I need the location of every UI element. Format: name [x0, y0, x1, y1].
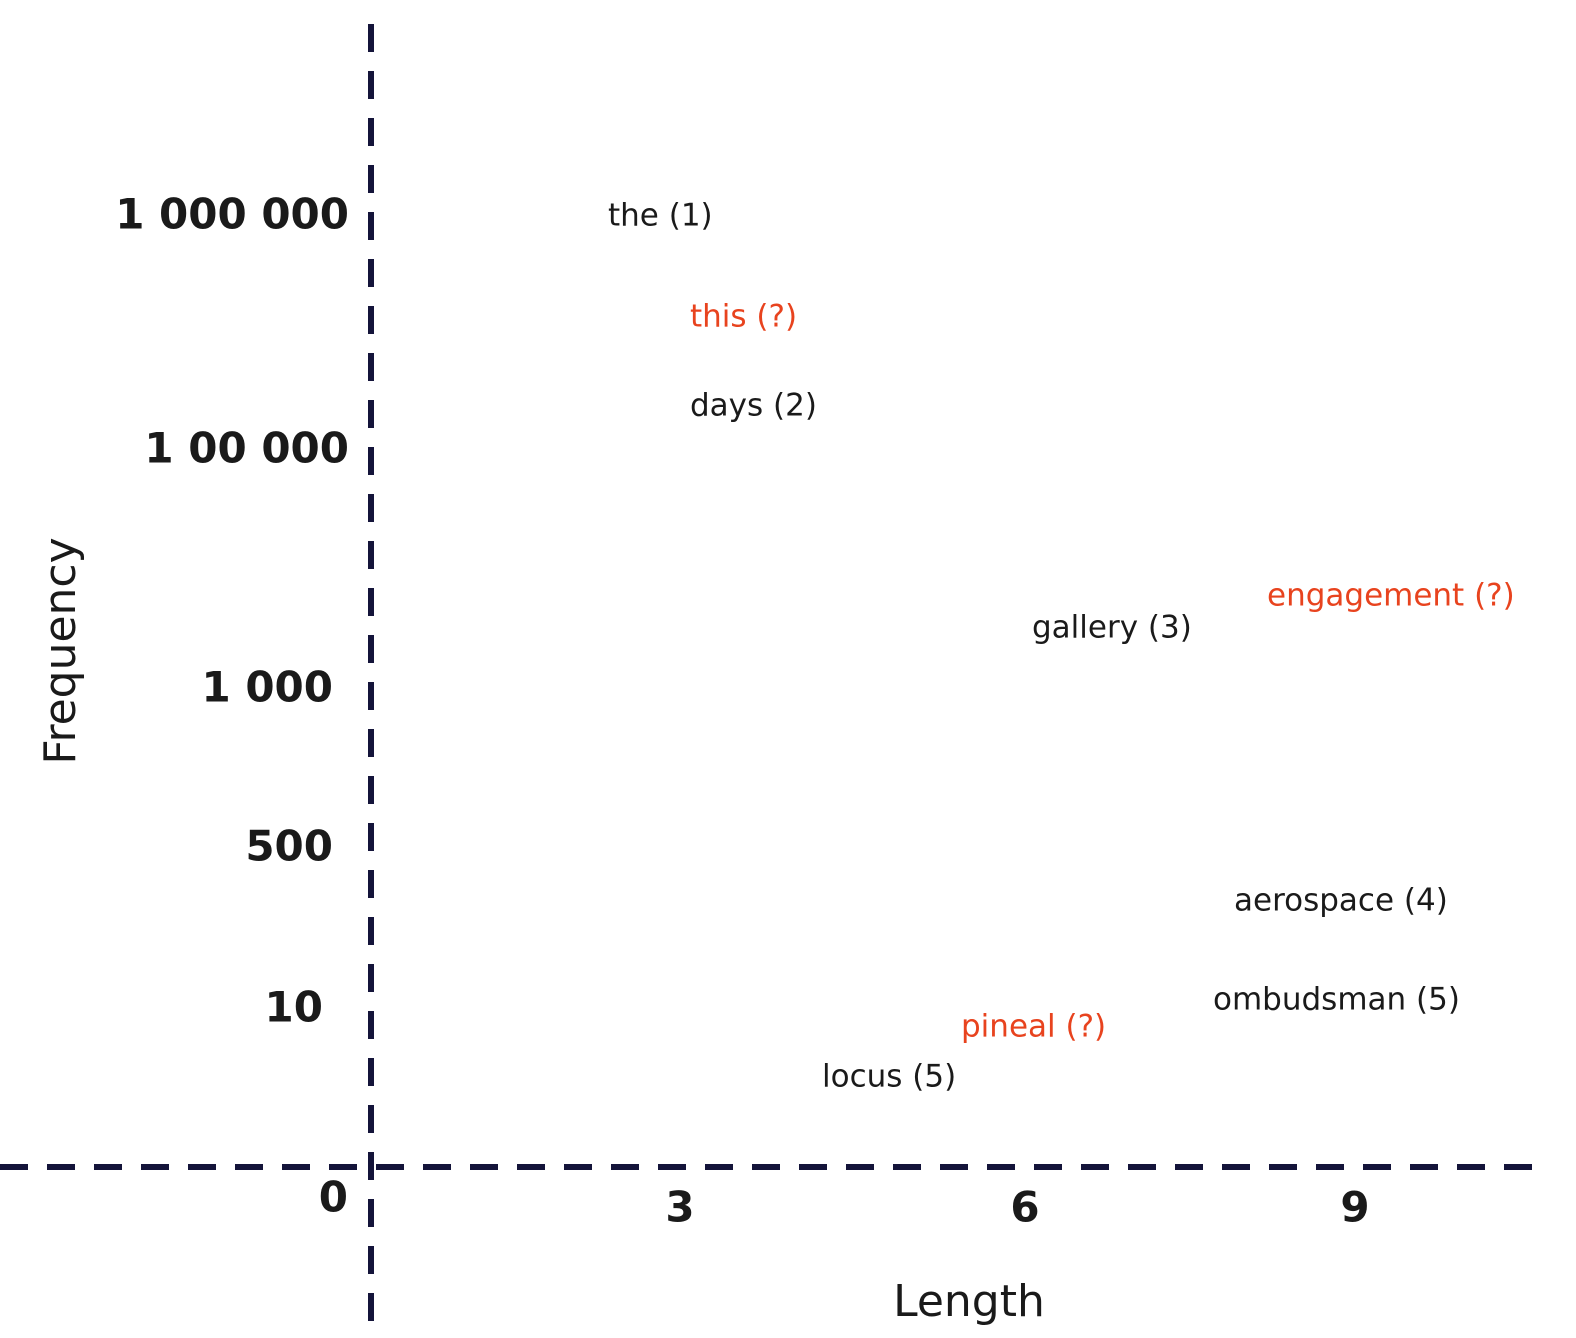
- word-label: the (1): [608, 198, 713, 234]
- word-label: gallery (3): [1032, 610, 1192, 646]
- word-label: locus (5): [822, 1059, 956, 1095]
- y-tick-label: 1 00 000: [144, 424, 349, 473]
- x-tick-label: 9: [1340, 1183, 1369, 1232]
- word-label: aerospace (4): [1234, 883, 1448, 919]
- word-label: pineal (?): [961, 1009, 1106, 1045]
- y-tick-label: 10: [265, 983, 323, 1032]
- y-tick-label: 1 000: [201, 663, 333, 712]
- word-label: days (2): [690, 388, 817, 424]
- word-label: engagement (?): [1267, 578, 1515, 614]
- y-tick-label: 0: [319, 1173, 348, 1222]
- y-tick-label: 500: [245, 822, 333, 871]
- word-label: ombudsman (5): [1213, 982, 1460, 1018]
- x-axis-title: Length: [893, 1276, 1045, 1327]
- word-label: this (?): [690, 299, 797, 335]
- x-tick-label: 3: [665, 1183, 694, 1232]
- x-tick-label: 6: [1010, 1183, 1039, 1232]
- y-axis-title: Frequency: [35, 537, 86, 764]
- y-tick-label: 1 000 000: [115, 190, 349, 239]
